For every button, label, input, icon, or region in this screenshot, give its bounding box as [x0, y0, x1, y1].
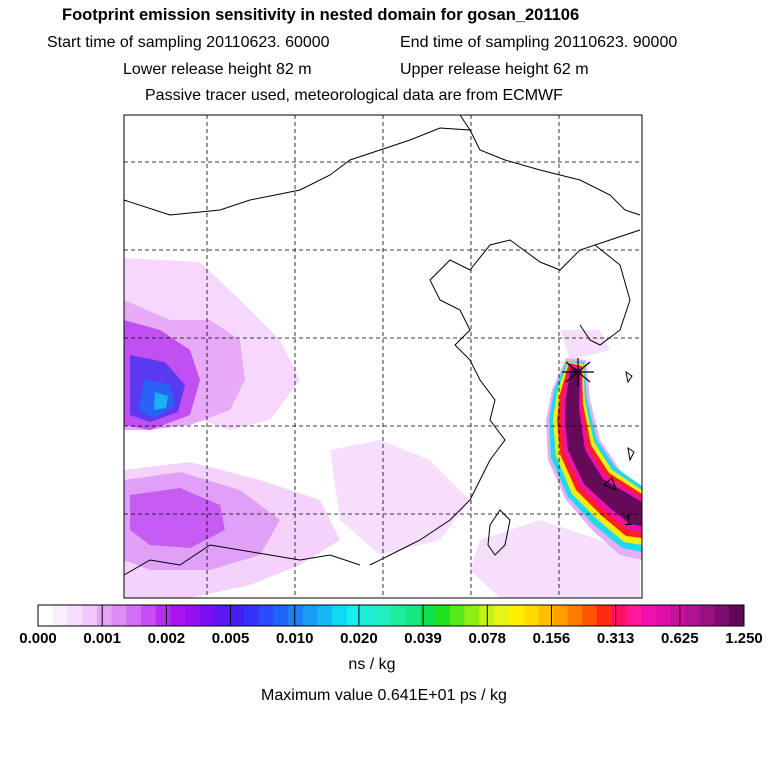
colorbar-segment: [214, 605, 230, 626]
colorbar-segment: [111, 605, 127, 626]
colorbar-tick-label: 0.156: [532, 630, 571, 647]
colorbar-segment: [641, 605, 657, 626]
colorbar-segment: [273, 605, 289, 626]
map-frame: [123, 114, 643, 599]
colorbar-segment: [361, 605, 377, 626]
tracer-note-text: Passive tracer used, meteorological data…: [145, 87, 563, 104]
colorbar-segment: [185, 605, 201, 626]
start-time-text: Start time of sampling 20110623. 60000: [47, 34, 330, 51]
colorbar-segment: [52, 605, 68, 626]
colorbar-segment: [508, 605, 524, 626]
lower-release-height-text: Lower release height 82 m: [123, 61, 312, 78]
colorbar-segment: [38, 605, 54, 626]
island-small-3: [603, 477, 617, 491]
colorbar-segment: [199, 605, 215, 626]
trajectory-label-1: 1: [624, 512, 632, 529]
colorbar-tick-label: 0.010: [275, 630, 314, 647]
colorbar-tick-label: 0.039: [404, 630, 442, 647]
coastline-north: [123, 114, 471, 216]
colorbar-segment: [464, 605, 480, 626]
receptor-star-marker: [562, 358, 594, 386]
colorbar-segment: [714, 605, 730, 626]
colorbar-segment: [420, 605, 436, 626]
colorbar-segment: [302, 605, 318, 626]
colorbar-segment: [552, 605, 568, 626]
colorbar-segment: [317, 605, 333, 626]
colorbar-tick-label: 0.078: [468, 630, 507, 647]
colorbar-segment: [391, 605, 407, 626]
colorbar-segment: [729, 605, 745, 626]
coastlines: [123, 114, 641, 576]
colorbar-segment: [332, 605, 348, 626]
field-patch-south: [470, 520, 640, 598]
colorbar-segment: [346, 605, 362, 626]
field-west-cyan: [154, 392, 168, 410]
colorbar-segment: [582, 605, 598, 626]
colorbar-unit: ns / kg: [348, 656, 396, 673]
border-south: [123, 544, 361, 576]
colorbar-tick-label: 0.005: [211, 630, 250, 647]
colorbar-segment: [449, 605, 465, 626]
island-small-1: [627, 446, 635, 462]
end-time-text: End time of sampling 20110623. 90000: [400, 34, 678, 51]
colorbar-segment: [567, 605, 583, 626]
sensitivity-field: [124, 258, 642, 598]
colorbar-segment: [611, 605, 627, 626]
colorbar-segment: [596, 605, 612, 626]
colorbar-tick-label: 0.020: [340, 630, 378, 647]
colorbar-tick-label: 0.000: [19, 630, 57, 647]
colorbar-segment: [243, 605, 259, 626]
colorbar-segment: [67, 605, 83, 626]
colorbar-segment: [140, 605, 156, 626]
field-patch-center: [330, 440, 470, 555]
colorbar-segment: [538, 605, 554, 626]
map-title: Footprint emission sensitivity in nested…: [62, 6, 580, 24]
colorbar-ticks: [37, 605, 745, 626]
colorbar-tick-label: 0.313: [596, 630, 635, 647]
colorbar-segment: [699, 605, 715, 626]
colorbar-segment: [685, 605, 701, 626]
colorbar-tick-label: 0.001: [83, 630, 121, 647]
field-patch-north-east: [560, 330, 610, 360]
coastline-taiwan: [487, 509, 511, 556]
colorbar-segment: [655, 605, 671, 626]
field-southwest-core: [130, 488, 225, 548]
colorbar-segment: [126, 605, 142, 626]
plume-core: [565, 366, 642, 526]
lat-lon-grid: [124, 115, 642, 598]
colorbar-segment: [229, 605, 245, 626]
colorbar-segment: [155, 605, 171, 626]
colorbar-segment: [288, 605, 304, 626]
colorbar-segment: [96, 605, 112, 626]
coastline-korea: [579, 244, 631, 346]
colorbar-segment: [523, 605, 539, 626]
colorbar-segment: [479, 605, 495, 626]
maximum-value-text: Maximum value 0.641E+01 ps / kg: [261, 687, 507, 704]
upper-release-height-text: Upper release height 62 m: [400, 61, 589, 78]
colorbar: [37, 604, 745, 627]
coastline-korea-china: [469, 129, 641, 216]
colorbar-segment: [258, 605, 274, 626]
colorbar-segment: [493, 605, 509, 626]
colorbar-segment: [82, 605, 98, 626]
colorbar-segment: [376, 605, 392, 626]
colorbar-segment: [670, 605, 686, 626]
colorbar-tick-label: 0.625: [661, 630, 699, 647]
island-small-2: [625, 370, 633, 384]
colorbar-segment: [170, 605, 186, 626]
colorbar-segment: [435, 605, 451, 626]
colorbar-tick-label: 0.002: [147, 630, 186, 647]
colorbar-tick-label: 1.250: [725, 630, 763, 647]
plume-magenta: [561, 364, 642, 532]
coastline-china-east: [369, 229, 641, 566]
colorbar-segment: [626, 605, 642, 626]
colorbar-segment: [405, 605, 421, 626]
